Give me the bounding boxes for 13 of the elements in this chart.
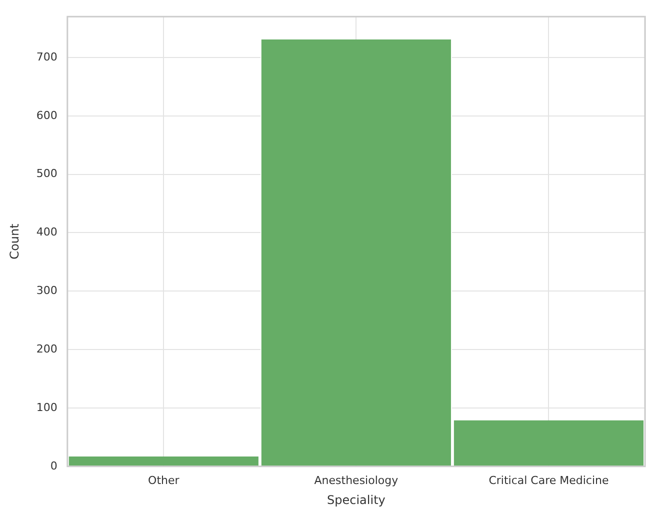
y-tick-label: 500 bbox=[36, 167, 58, 180]
y-tick-label: 200 bbox=[36, 342, 58, 356]
x-tick-label: Anesthesiology bbox=[314, 474, 399, 487]
y-tick-label: 600 bbox=[36, 108, 58, 122]
y-tick-label: 0 bbox=[50, 459, 58, 472]
x-tick-label: Other bbox=[148, 474, 180, 487]
y-tick-label: 400 bbox=[36, 226, 58, 239]
y-tick-label: 100 bbox=[36, 400, 58, 414]
y-axis-title: Count bbox=[7, 223, 22, 260]
x-tick-label: Critical Care Medicine bbox=[488, 474, 609, 487]
x-axis-title: Speciality bbox=[327, 492, 386, 507]
y-tick-label: 700 bbox=[36, 50, 58, 64]
y-tick-label: 300 bbox=[36, 284, 58, 298]
